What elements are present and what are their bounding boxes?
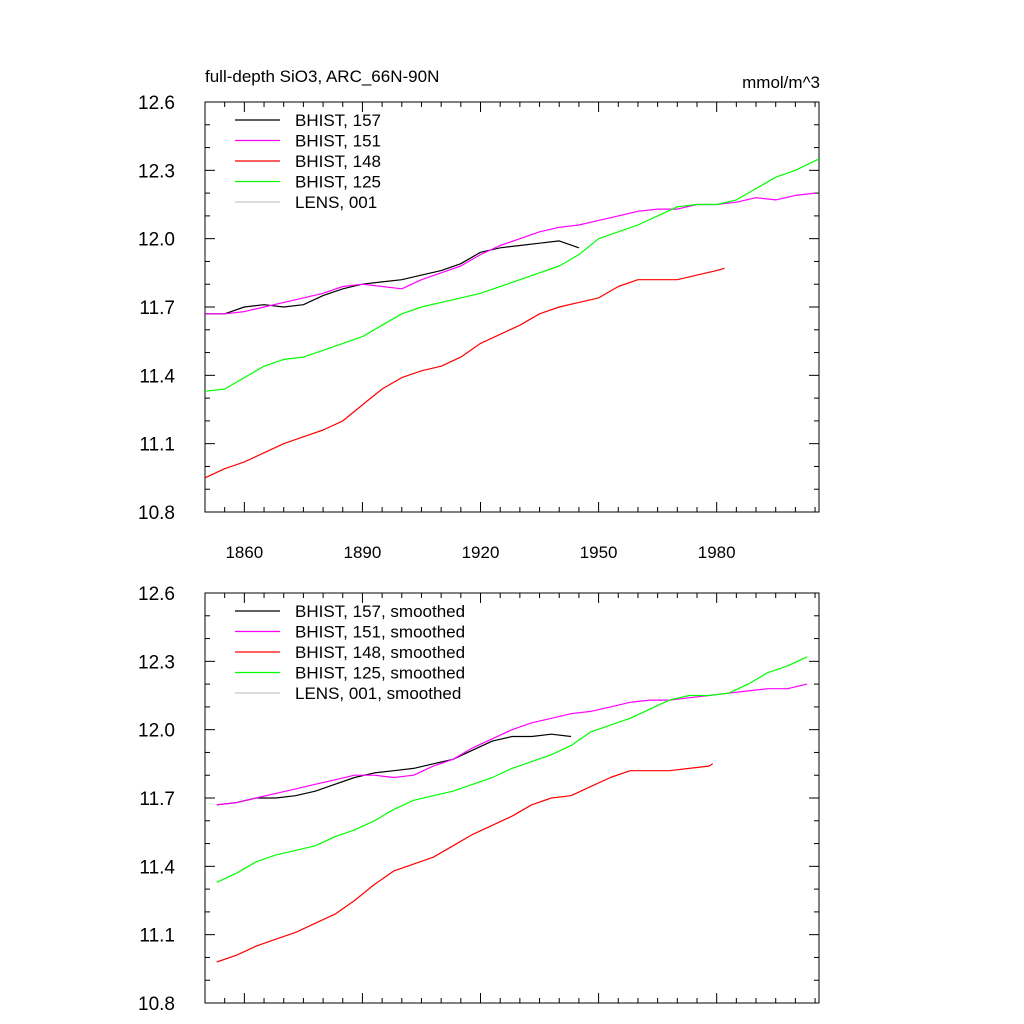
top-panel-title: full-depth SiO3, ARC_66N-90N [205,67,439,86]
top-panel-units: mmol/m^3 [742,73,820,92]
bottom-y-tick-label: 12.0 [138,721,175,742]
top-y-tick-label: 11.1 [139,435,175,456]
top-x-tick-label: 1980 [698,543,736,562]
top-legend-label-3: BHIST, 125 [295,173,381,192]
top-panel: full-depth SiO3, ARC_66N-90N mmol/m^3 18… [138,67,820,562]
top-y-tick-label: 12.6 [138,93,175,114]
top-x-tick-label: 1890 [344,543,382,562]
bottom-y-tick-label: 11.4 [139,857,175,878]
bottom-series-line-2 [216,763,714,963]
top-legend-label-2: BHIST, 148 [295,152,381,171]
bottom-y-tick-label: 11.7 [139,789,175,810]
bottom-y-tick-label: 12.3 [138,652,175,673]
bottom-legend-label-4: LENS, 001, smoothed [295,684,461,703]
top-y-tick-label: 12.0 [138,230,175,251]
top-y-tick-label: 12.3 [138,161,175,182]
bottom-legend-label-0: BHIST, 157, smoothed [295,602,465,621]
top-y-tick-label: 11.7 [139,298,175,319]
top-series-line-0 [205,240,580,315]
bottom-legend-label-3: BHIST, 125, smoothed [295,664,465,683]
top-legend-label-1: BHIST, 151 [295,132,381,151]
bottom-panel: 10.8 11.1 11.4 11.7 12.0 12.3 12.6 BHIST, 157, … [138,584,820,1015]
bottom-y-tick-label: 10.8 [138,994,175,1015]
top-legend-label-0: BHIST, 157 [295,111,381,130]
bottom-series-line-3 [216,656,808,883]
top-legend-label-4: LENS, 001 [295,193,377,212]
top-x-tick-label: 1860 [225,543,263,562]
bottom-series-line-0 [216,733,572,806]
top-y-tick-label: 11.4 [139,366,175,387]
bottom-y-tick-label: 11.1 [139,926,175,947]
top-x-tick-label: 1950 [580,543,618,562]
top-x-tick-label: 1920 [462,543,500,562]
top-series-line-2 [204,267,725,479]
bottom-legend-label-2: BHIST, 148, smoothed [295,643,465,662]
top-series-line-3 [204,158,820,392]
bottom-legend-label-1: BHIST, 151, smoothed [295,623,465,642]
bottom-y-tick-label: 12.6 [138,584,175,605]
top-y-tick-label: 10.8 [138,503,175,524]
